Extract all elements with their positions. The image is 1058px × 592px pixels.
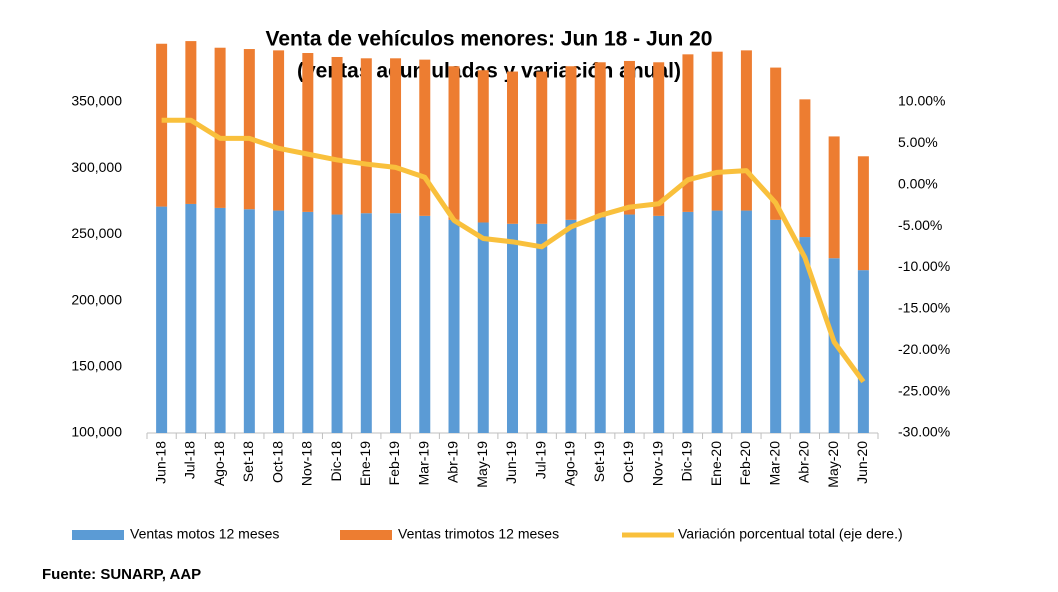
bar [477, 222, 489, 433]
y2-tick-label: -5.00% [898, 217, 942, 233]
bar [594, 62, 606, 218]
bar [565, 66, 577, 220]
bar [857, 270, 869, 433]
bar [448, 66, 460, 220]
bar [448, 219, 460, 433]
y2-tick-label: -15.00% [898, 300, 950, 316]
bar [799, 99, 811, 238]
x-tick-label: Feb-19 [386, 441, 402, 486]
x-tick-label: Abr-19 [445, 441, 461, 483]
x-tick-label: Abr-20 [796, 441, 812, 483]
bar [507, 223, 518, 433]
x-tick-label: Jun-19 [503, 441, 519, 484]
bar [565, 219, 577, 433]
bar [682, 211, 694, 433]
y-tick-label: 350,000 [71, 93, 122, 109]
bar [273, 50, 285, 211]
x-tick-label: Feb-20 [737, 441, 753, 486]
bar [477, 70, 489, 223]
bar [243, 49, 255, 210]
bar [653, 62, 665, 216]
bar [770, 219, 782, 433]
x-tick-label: Ago-19 [562, 441, 578, 486]
x-tick-label: Mar-19 [415, 441, 431, 486]
source: Fuente: SUNARP, AAP [42, 566, 201, 583]
bar [390, 213, 402, 433]
x-tick-label: Jun-20 [854, 441, 870, 484]
y2-tick-label: -10.00% [898, 258, 950, 274]
y2-tick-label: 5.00% [898, 134, 938, 150]
bar [185, 203, 197, 433]
y2-tick-label: -20.00% [898, 341, 950, 357]
bar [536, 71, 548, 224]
x-tick-label: Nov-18 [299, 441, 315, 486]
bar [360, 58, 372, 214]
y-tick-label: 150,000 [71, 358, 122, 374]
bar [770, 67, 782, 220]
bar [682, 54, 694, 212]
y2-tick-label: -30.00% [898, 424, 950, 440]
bar [156, 43, 168, 207]
x-tick-label: Oct-19 [620, 441, 636, 483]
line [161, 117, 866, 384]
x-tick-label: Ago-18 [211, 441, 227, 486]
bar [419, 59, 431, 216]
legend-label: Ventas motos 12 meses [130, 526, 279, 542]
bar [419, 215, 431, 433]
x-tick-label: Jun-18 [152, 441, 168, 484]
y-tick-label: 100,000 [71, 424, 122, 440]
bar [243, 209, 255, 433]
bar [156, 206, 168, 433]
bar [507, 71, 518, 224]
bar [214, 207, 226, 433]
x-tick-label: Oct-18 [269, 441, 285, 483]
bar [740, 210, 752, 433]
legend-label: Variación porcentual total (eje dere.) [678, 526, 903, 542]
bar [331, 214, 343, 433]
y2-tick-label: -25.00% [898, 382, 950, 398]
x-tick-label: Mar-20 [766, 441, 782, 486]
bar [273, 210, 285, 433]
x-tick-label: May-20 [825, 441, 841, 488]
x-tick-label: Dic-19 [679, 441, 695, 482]
x-tick-label: Jul-19 [532, 441, 548, 479]
x-tick-label: May-19 [474, 441, 490, 488]
legend-swatch [340, 530, 392, 540]
bar [390, 58, 402, 214]
bar [331, 56, 343, 215]
x-tick-label: Set-18 [240, 441, 256, 482]
bar [623, 214, 635, 433]
y-tick-label: 200,000 [71, 291, 122, 307]
x-tick-label: Ene-19 [357, 441, 373, 486]
bar [740, 50, 752, 211]
y2-tick-label: 0.00% [898, 175, 938, 191]
x-tick-label: Ene-20 [708, 441, 724, 486]
bar [623, 60, 635, 215]
x-tick-label: Nov-19 [649, 441, 665, 486]
bar [302, 53, 314, 212]
bar [711, 51, 723, 211]
y-tick-label: 300,000 [71, 159, 122, 175]
bar [594, 217, 606, 433]
legend-swatch [72, 530, 124, 540]
bar [828, 136, 840, 259]
chart-title: Venta de vehículos menores: Jun 18 - Jun… [266, 28, 713, 51]
chart-subtitle: (ventas acumuladas y variación anual) [297, 60, 681, 83]
y-tick-label: 250,000 [71, 225, 122, 241]
bar [857, 156, 869, 271]
bar [214, 47, 226, 208]
bar [302, 211, 314, 433]
bar [360, 213, 372, 433]
x-tick-label: Set-19 [591, 441, 607, 482]
bar [711, 210, 723, 433]
legend-label: Ventas trimotos 12 meses [398, 526, 559, 542]
bar [536, 223, 548, 433]
bar [653, 215, 665, 433]
x-tick-label: Jul-18 [182, 441, 198, 479]
x-tick-label: Dic-18 [328, 441, 344, 482]
y2-tick-label: 10.00% [898, 93, 945, 109]
bar [799, 237, 811, 433]
